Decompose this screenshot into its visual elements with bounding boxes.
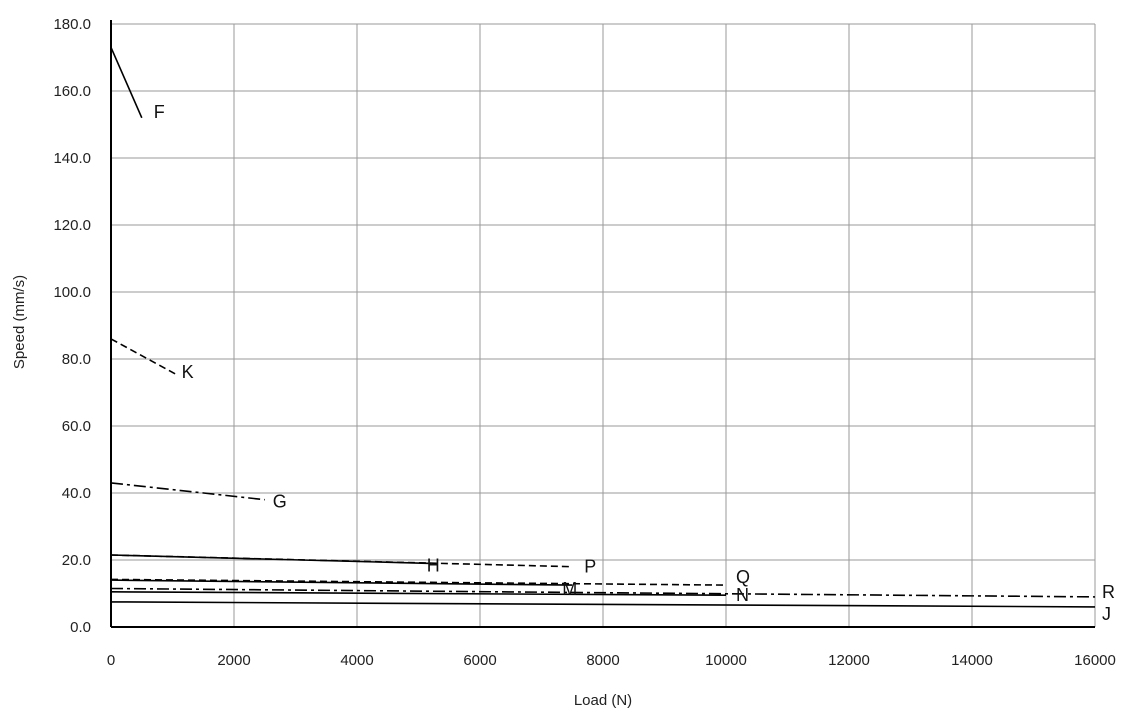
series-lines [110,47,1096,608]
x-tick-label: 6000 [463,652,496,669]
x-tick-label: 4000 [340,652,373,669]
series-label-j: J [1102,604,1111,624]
y-tick-label: 160.0 [53,83,91,100]
series-line-r [110,587,1096,598]
series-line-k [110,338,176,375]
series-label-f: F [154,102,165,122]
y-tick-label: 20.0 [62,552,91,569]
series-labels: F K G H PM QN RJ [154,102,1115,624]
series-label-p: P [584,557,596,577]
y-tick-label: 40.0 [62,485,91,502]
y-tick-label: 80.0 [62,351,91,368]
tick-labels: 0 2000 4000 6000 8000 10000 12000 14000 16000 0.0… [53,16,1115,669]
series-label-r: R [1102,582,1115,602]
series-line-m [110,579,573,586]
x-tick-label: 12000 [828,652,870,669]
series-line-j [110,601,1096,608]
series-label-h: H [427,555,440,575]
series-label-q: Q [736,567,750,587]
axes [110,20,1095,628]
y-tick-label: 140.0 [53,150,91,167]
x-tick-label: 16000 [1074,652,1116,669]
series-label-k: K [182,362,194,382]
series-line-g [110,482,265,501]
grid [111,23,1096,627]
y-tick-label: 0.0 [70,619,91,636]
x-tick-label: 14000 [951,652,993,669]
y-tick-label: 180.0 [53,16,91,33]
y-axis-title: Speed (mm/s) [11,275,28,369]
series-line-q [110,578,727,586]
y-tick-label: 60.0 [62,418,91,435]
x-tick-label: 8000 [586,652,619,669]
series-label-g: G [273,492,287,512]
series-line-n [110,591,727,596]
x-tick-label: 10000 [705,652,747,669]
x-tick-label: 2000 [217,652,250,669]
x-axis-title: Load (N) [574,692,632,709]
series-line-f [110,47,143,119]
series-label-n: N [736,585,749,605]
y-tick-label: 120.0 [53,217,91,234]
series-label-m: M [562,579,577,599]
x-tick-label: 0 [107,652,115,669]
y-tick-label: 100.0 [53,284,91,301]
